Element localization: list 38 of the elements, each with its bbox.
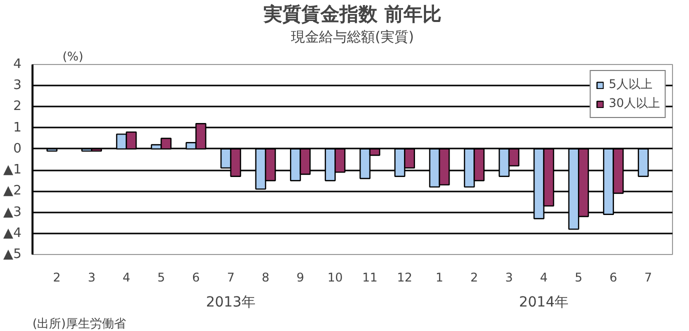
x-tick-label: 7 (226, 270, 235, 284)
y-tick-label: 3 (13, 78, 22, 94)
y-tick-label: 4 (13, 57, 22, 72)
x-tick-label: 7 (644, 270, 652, 284)
y-axis-title: (%) (62, 50, 84, 64)
x-tick-label: 4 (122, 270, 130, 284)
y-tick-label: 1 (13, 120, 22, 136)
y-tick-label: ▲3 (3, 204, 22, 220)
x-tick-label: 4 (540, 270, 548, 284)
bar (638, 148, 649, 177)
legend-label: 5人以上 (608, 76, 652, 93)
y-tick-label: 2 (13, 99, 22, 114)
chart-subtitle: 現金給与総額(実質) (291, 30, 414, 46)
x-tick-label: 8 (262, 270, 270, 284)
x-tick-label: 9 (296, 270, 304, 284)
x-tick-label: 1 (436, 270, 444, 284)
x-tick-label: 3 (505, 270, 513, 284)
x-tick-label: 5 (157, 270, 166, 284)
x-tick-label: 3 (88, 270, 96, 284)
text: (出所)厚生労働省 (32, 316, 126, 330)
x-tick-label: 10 (327, 270, 343, 284)
x-tick-label: 6 (610, 270, 618, 284)
y-tick-label: ▲1 (3, 162, 22, 178)
y-tick-label: ▲4 (3, 226, 22, 241)
x-tick-label: 12 (397, 270, 412, 284)
text: 2013年 (206, 294, 256, 310)
x-tick-label: 5 (574, 270, 582, 284)
y-tick-label: 0 (13, 141, 22, 156)
text: 2014年 (518, 294, 569, 310)
x-tick-label: 6 (192, 270, 200, 284)
x-tick-label: 2 (470, 270, 478, 284)
x-tick-label: 2 (53, 270, 61, 284)
y-tick-label: ▲5 (3, 247, 22, 262)
chart-title: 実質賃金指数 前年比 (262, 4, 442, 26)
legend-label: 30人以上 (608, 95, 660, 112)
bar (46, 148, 58, 152)
x-tick-label: 11 (362, 270, 378, 284)
y-tick-label: ▲2 (3, 184, 22, 199)
